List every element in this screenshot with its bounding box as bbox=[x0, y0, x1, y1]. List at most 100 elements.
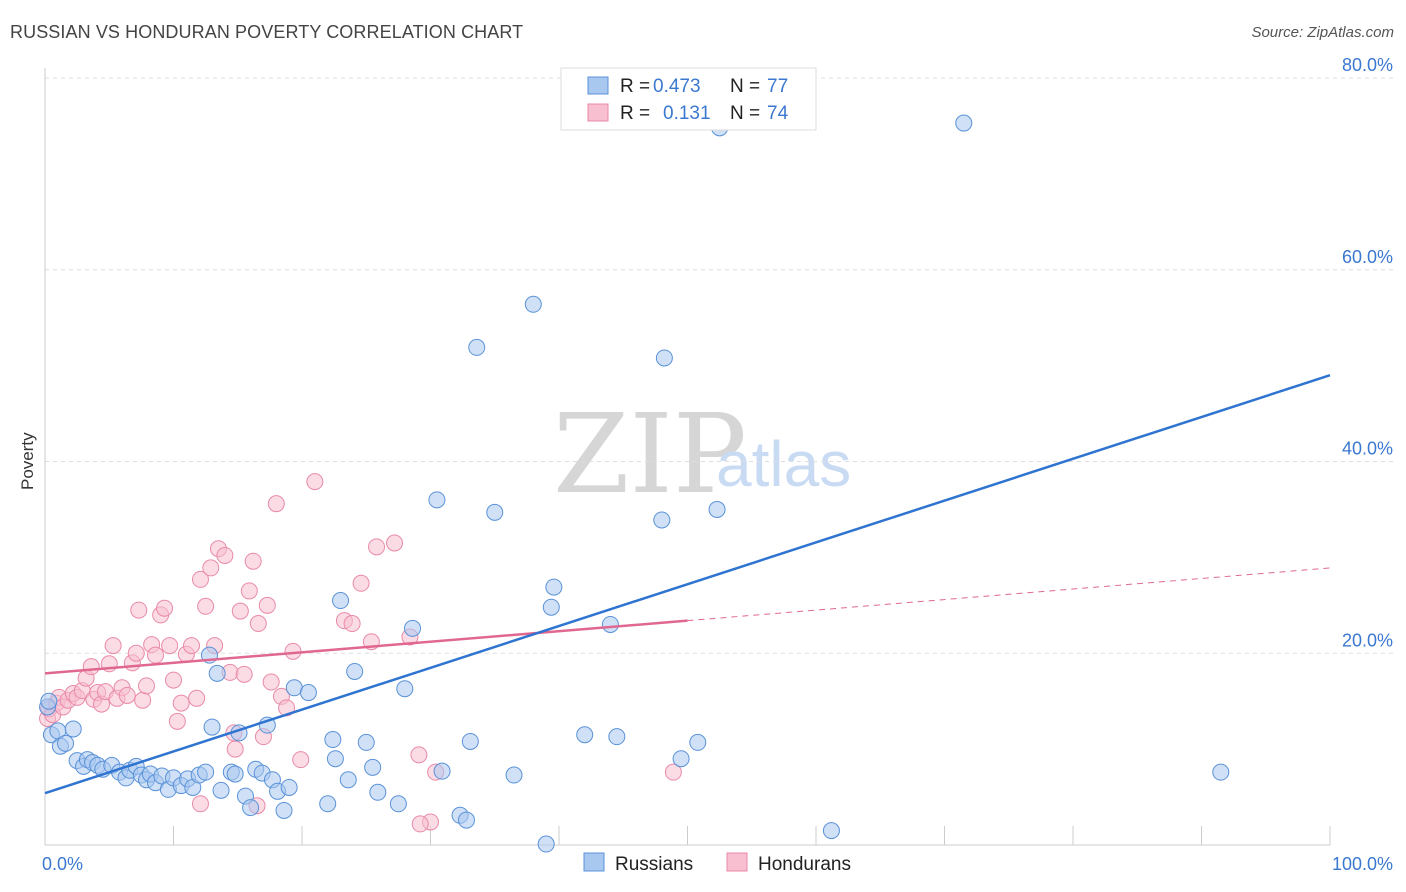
honduran-point bbox=[231, 602, 249, 620]
russian-point bbox=[242, 799, 260, 817]
russian-point bbox=[364, 758, 382, 776]
watermark-atlas: atlas bbox=[716, 428, 851, 500]
honduran-point bbox=[161, 637, 179, 655]
legend-n-label-hondurans: N = bbox=[730, 103, 760, 124]
russian-point bbox=[689, 733, 707, 751]
russian-point bbox=[708, 500, 726, 518]
honduran-point bbox=[352, 574, 370, 592]
honduran-point bbox=[134, 691, 152, 709]
russian-point bbox=[226, 765, 244, 783]
legend-r-label-hondurans: R = bbox=[620, 103, 650, 124]
series-legend: Russians Hondurans bbox=[583, 852, 851, 875]
honduran-point bbox=[244, 552, 262, 570]
y-tick-label-80: 80.0% bbox=[1342, 55, 1393, 75]
trend-lines bbox=[44, 374, 1331, 795]
russian-point bbox=[537, 835, 555, 853]
russian-point bbox=[655, 349, 673, 367]
x-tick-label-0: 0.0% bbox=[42, 854, 83, 874]
russian-point bbox=[505, 766, 523, 784]
honduran-point bbox=[191, 570, 209, 588]
honduran-point bbox=[368, 538, 386, 556]
russian-point bbox=[339, 771, 357, 789]
honduran-point bbox=[165, 671, 182, 689]
honduran-point bbox=[216, 546, 234, 564]
russian-point bbox=[428, 491, 446, 509]
y-tick-label-20: 20.0% bbox=[1342, 630, 1393, 650]
legend-r-value-russians: 0.473 bbox=[653, 76, 701, 97]
honduran-point bbox=[202, 559, 220, 577]
honduran-point bbox=[235, 665, 253, 683]
honduran-point bbox=[191, 795, 209, 813]
legend-swatch-hondurans bbox=[587, 103, 609, 122]
russian-point bbox=[275, 801, 293, 819]
honduran-point bbox=[249, 615, 267, 633]
russian-point bbox=[486, 503, 504, 521]
russian-point bbox=[57, 734, 75, 752]
bottom-legend-swatch-russians bbox=[583, 852, 605, 872]
honduran-point bbox=[156, 599, 174, 617]
honduran-point bbox=[188, 689, 206, 707]
bottom-legend-label-russians: Russians bbox=[615, 854, 693, 875]
honduran-point bbox=[410, 746, 428, 764]
russian-point bbox=[64, 720, 82, 738]
honduran-point bbox=[267, 495, 285, 513]
russian-point bbox=[653, 511, 671, 529]
honduran-point bbox=[118, 686, 136, 704]
russian-point bbox=[212, 781, 230, 799]
russian-point bbox=[822, 822, 840, 840]
legend-n-value-russians: 77 bbox=[767, 76, 788, 97]
hondurans-trend-line bbox=[44, 619, 688, 675]
russian-point bbox=[576, 726, 594, 744]
honduran-point bbox=[172, 694, 190, 712]
russian-point bbox=[389, 795, 407, 813]
honduran-point bbox=[306, 473, 324, 491]
honduran-point bbox=[197, 597, 215, 615]
chart-title: RUSSIAN VS HONDURAN POVERTY CORRELATION … bbox=[10, 22, 524, 42]
hondurans-trend-extension bbox=[687, 567, 1331, 622]
legend-r-value-hondurans: 0.131 bbox=[663, 103, 711, 124]
russian-point bbox=[280, 778, 298, 796]
honduran-point bbox=[226, 740, 244, 758]
bottom-legend-label-hondurans: Hondurans bbox=[758, 854, 851, 875]
honduran-point bbox=[411, 815, 429, 833]
y-axis-label: Poverty bbox=[18, 432, 37, 490]
russian-point bbox=[208, 664, 226, 682]
legend-n-value-hondurans: 74 bbox=[767, 103, 789, 124]
honduran-point bbox=[82, 658, 100, 676]
russian-point bbox=[1212, 763, 1230, 781]
legend-swatch-russians bbox=[587, 76, 609, 95]
honduran-point bbox=[104, 637, 122, 655]
legend-r-label-russians: R = bbox=[620, 76, 650, 97]
russian-point bbox=[524, 295, 542, 313]
russian-point bbox=[955, 114, 973, 132]
russian-point bbox=[357, 733, 375, 751]
honduran-point bbox=[130, 601, 148, 619]
tick-labels: 20.0% 40.0% 60.0% 80.0% 0.0% 100.0% bbox=[42, 55, 1393, 874]
russian-point bbox=[197, 763, 215, 781]
russian-point bbox=[396, 680, 414, 698]
honduran-point bbox=[258, 596, 276, 614]
honduran-point bbox=[664, 763, 682, 781]
bottom-legend-swatch-hondurans bbox=[726, 852, 748, 872]
honduran-point bbox=[182, 637, 200, 655]
honduran-point bbox=[386, 534, 404, 552]
russian-point bbox=[545, 578, 563, 596]
russian-point bbox=[672, 750, 690, 768]
russian-point bbox=[601, 615, 619, 633]
russian-point bbox=[299, 684, 317, 702]
y-tick-label-40: 40.0% bbox=[1342, 439, 1393, 459]
honduran-point bbox=[262, 673, 280, 691]
legend-n-label-russians: N = bbox=[730, 76, 760, 97]
russian-point bbox=[461, 732, 479, 750]
russian-point bbox=[326, 750, 344, 768]
russian-point bbox=[40, 692, 58, 710]
russian-point bbox=[404, 619, 422, 637]
russian-point bbox=[285, 679, 303, 697]
russian-point bbox=[319, 795, 337, 813]
russian-point bbox=[542, 598, 560, 616]
russian-point bbox=[468, 338, 486, 356]
source-label: Source: ZipAtlas.com bbox=[1251, 24, 1394, 41]
watermark-zip: ZIP bbox=[553, 390, 747, 518]
honduran-point bbox=[343, 615, 361, 633]
